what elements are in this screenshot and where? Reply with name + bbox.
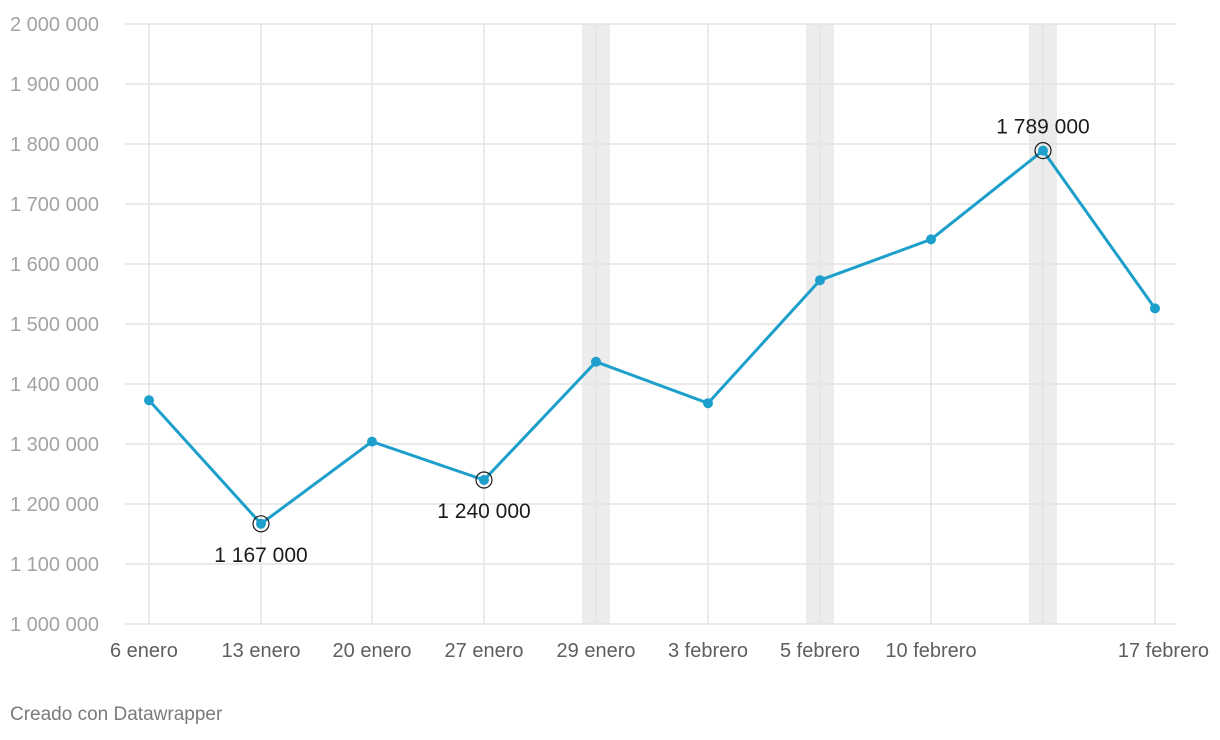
y-tick-label: 1 500 000 [10, 314, 99, 336]
highlight-ring [252, 515, 270, 533]
data-point [591, 356, 601, 367]
y-tick-label: 1 000 000 [10, 614, 99, 636]
x-tick-label: 3 febrero [668, 640, 748, 662]
y-tick-label: 2 000 000 [10, 14, 99, 36]
y-tick-label: 1 700 000 [10, 194, 99, 216]
x-tick-label: 6 enero [110, 640, 178, 662]
y-tick-label: 1 600 000 [10, 254, 99, 276]
data-point [815, 275, 825, 286]
credit-text: Creado con Datawrapper [10, 704, 223, 725]
x-tick-label: 10 febrero [885, 640, 976, 662]
grid-lines [125, 23, 1175, 625]
x-tick-label: 13 enero [222, 640, 301, 662]
data-point [256, 518, 266, 529]
y-tick-label: 1 100 000 [10, 554, 99, 576]
data-point [367, 436, 377, 447]
y-axis: 1 000 000 1 100 000 1 200 000 1 300 000 1 40… [10, 14, 99, 636]
data-label: 1 789 000 [996, 116, 1089, 139]
highlight-ring [475, 471, 493, 489]
x-tick-label: 27 enero [445, 640, 524, 662]
y-tick-label: 1 300 000 [10, 434, 99, 456]
line-chart: 1 000 000 1 100 000 1 200 000 1 300 000 1 40… [10, 14, 1209, 662]
data-label: 1 167 000 [214, 544, 307, 567]
y-tick-label: 1 900 000 [10, 74, 99, 96]
y-tick-label: 1 800 000 [10, 134, 99, 156]
x-tick-label: 20 enero [333, 640, 412, 662]
y-tick-label: 1 200 000 [10, 494, 99, 516]
annotations: 1 167 000 1 240 000 1 789 000 [214, 116, 1089, 567]
y-tick-label: 1 400 000 [10, 374, 99, 396]
x-tick-label: 17 febrero [1118, 640, 1209, 662]
highlight-ring [1034, 142, 1052, 160]
x-tick-label: 29 enero [557, 640, 636, 662]
data-point [926, 234, 936, 245]
series-line-group [144, 145, 1160, 529]
data-label: 1 240 000 [437, 500, 530, 523]
data-point [144, 395, 154, 406]
data-point [1150, 303, 1160, 314]
series-line [147, 149, 1157, 526]
data-point [703, 398, 713, 409]
x-axis: 6 enero 13 enero 20 enero 27 enero 29 enero 3… [110, 640, 1209, 662]
data-point [1038, 145, 1048, 156]
data-point [479, 475, 489, 485]
x-tick-label: 5 febrero [780, 640, 860, 662]
